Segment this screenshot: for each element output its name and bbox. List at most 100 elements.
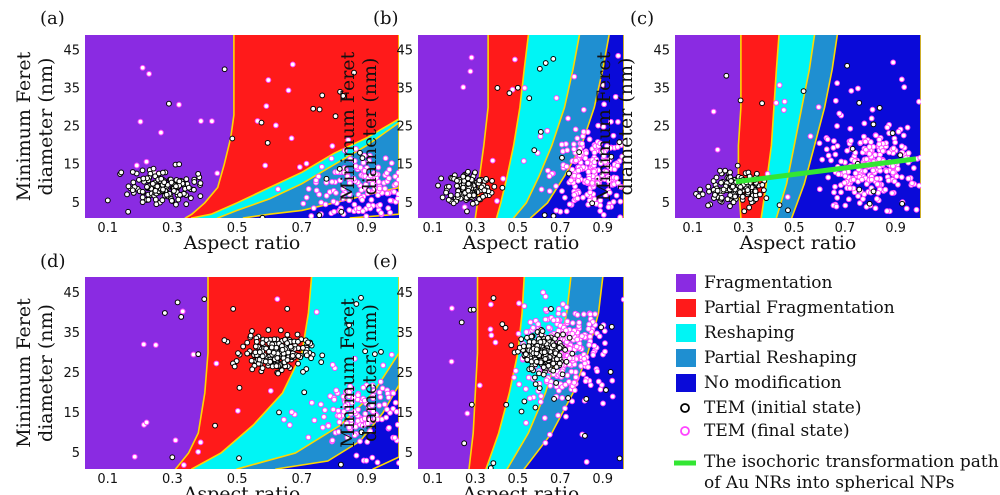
tem-initial-point xyxy=(378,348,384,355)
tem-initial-point xyxy=(718,179,724,186)
tem-initial-point xyxy=(201,296,208,303)
tem-final-point xyxy=(172,437,179,444)
tem-initial-point xyxy=(270,349,277,356)
tem-initial-point xyxy=(542,356,549,362)
tem-initial-point xyxy=(730,199,737,206)
tem-final-point xyxy=(913,206,920,213)
tem-initial-point xyxy=(739,193,746,200)
x-tick-label: 0.7 xyxy=(550,221,571,236)
tem-final-point xyxy=(600,153,607,159)
tem-initial-point xyxy=(562,346,569,353)
tem-final-point xyxy=(553,207,560,214)
tem-initial-point xyxy=(129,187,136,194)
tem-initial-point xyxy=(551,396,557,402)
tem-final-point xyxy=(564,372,571,379)
tem-final-point xyxy=(361,397,368,404)
tem-final-point xyxy=(516,381,523,388)
tem-initial-point xyxy=(351,69,357,76)
legend-swatch xyxy=(676,274,696,292)
tem-initial-point xyxy=(563,358,570,365)
tem-initial-point xyxy=(177,192,183,198)
tem-final-point xyxy=(584,179,591,185)
tem-final-point xyxy=(364,420,371,427)
x-tick-label: 0.9 xyxy=(356,472,377,487)
tem-final-point xyxy=(289,61,296,68)
tem-initial-point xyxy=(499,184,506,191)
tem-initial-point xyxy=(856,186,863,193)
tem-final-point xyxy=(353,452,360,459)
y-axis-label-line1: Minimum Feret xyxy=(337,51,359,201)
tem-initial-point xyxy=(550,367,557,374)
legend-label: Partial Fragmentation xyxy=(704,298,895,318)
tem-initial-point xyxy=(465,180,472,187)
legend: Fragmentation Partial Fragmentation Reshap… xyxy=(674,273,999,493)
tem-final-point xyxy=(596,333,603,340)
x-tick-label: 0.5 xyxy=(507,472,528,487)
tem-final-point xyxy=(139,64,146,71)
tem-initial-point xyxy=(358,429,365,436)
y-axis-label: Minimum Feret diameter (nm) xyxy=(13,298,57,448)
tem-initial-point xyxy=(145,196,152,203)
tem-final-point xyxy=(784,194,791,200)
tem-final-point xyxy=(521,85,528,91)
tem-final-point xyxy=(316,191,323,198)
tem-initial-point xyxy=(435,182,441,189)
tem-final-point xyxy=(546,431,553,438)
tem-initial-point xyxy=(566,334,573,341)
tem-initial-point xyxy=(553,380,560,386)
x-tick-label: 0.5 xyxy=(784,221,805,236)
y-axis-label-line2: diameter (nm) xyxy=(359,304,381,442)
tem-initial-point xyxy=(279,346,286,353)
tem-initial-point xyxy=(259,365,266,372)
tem-final-point xyxy=(876,136,883,143)
tem-final-point xyxy=(838,158,845,165)
tem-initial-point xyxy=(158,175,165,182)
tem-final-point xyxy=(579,140,585,147)
tem-final-point xyxy=(905,150,912,156)
tem-initial-point xyxy=(469,200,476,207)
tem-initial-point xyxy=(487,465,494,469)
tem-initial-point xyxy=(231,363,238,370)
x-axis-label: Aspect ratio xyxy=(462,483,580,495)
x-tick-label: 0.9 xyxy=(885,221,906,236)
y-axis-label: Minimum Feret diameter (nm) xyxy=(13,51,57,201)
tem-initial-point xyxy=(300,344,306,351)
tem-final-point xyxy=(143,158,150,165)
tem-final-point xyxy=(521,303,528,310)
x-tick-label: 0.1 xyxy=(97,472,118,487)
tem-initial-point xyxy=(727,169,733,176)
tem-final-point xyxy=(176,101,182,108)
tem-initial-point xyxy=(266,348,272,355)
tem-initial-point xyxy=(259,353,266,360)
tem-final-point xyxy=(573,157,579,164)
tem-final-point xyxy=(600,400,606,407)
tem-final-point xyxy=(387,197,394,204)
tem-initial-point xyxy=(526,95,533,102)
y-tick-label: 25 xyxy=(396,366,413,381)
panel-label: (a) xyxy=(40,8,65,29)
tem-final-point xyxy=(363,213,370,218)
tem-final-point xyxy=(354,418,361,424)
tem-final-point xyxy=(563,163,570,170)
tem-final-point xyxy=(591,168,597,175)
tem-final-point xyxy=(856,200,863,206)
tem-initial-point xyxy=(897,152,904,159)
tem-final-point xyxy=(286,422,293,428)
x-tick-label: 0.3 xyxy=(465,221,486,236)
tem-final-point xyxy=(909,180,915,187)
tem-final-point xyxy=(372,171,379,178)
tem-final-point xyxy=(350,394,357,401)
tem-final-point xyxy=(308,399,315,406)
tem-initial-point xyxy=(800,88,807,95)
tem-final-point xyxy=(823,146,830,153)
tem-final-point xyxy=(376,185,383,192)
tem-final-point xyxy=(564,318,571,325)
tem-initial-point xyxy=(583,396,590,402)
plot-area xyxy=(85,277,399,469)
y-axis-label: Minimum Feret diameter (nm) xyxy=(337,298,381,448)
tem-initial-point xyxy=(760,187,767,194)
legend-item-no-modification: No modification xyxy=(676,373,842,393)
tem-final-point xyxy=(879,148,886,154)
tem-final-point xyxy=(601,328,608,335)
tem-initial-point xyxy=(274,355,281,361)
